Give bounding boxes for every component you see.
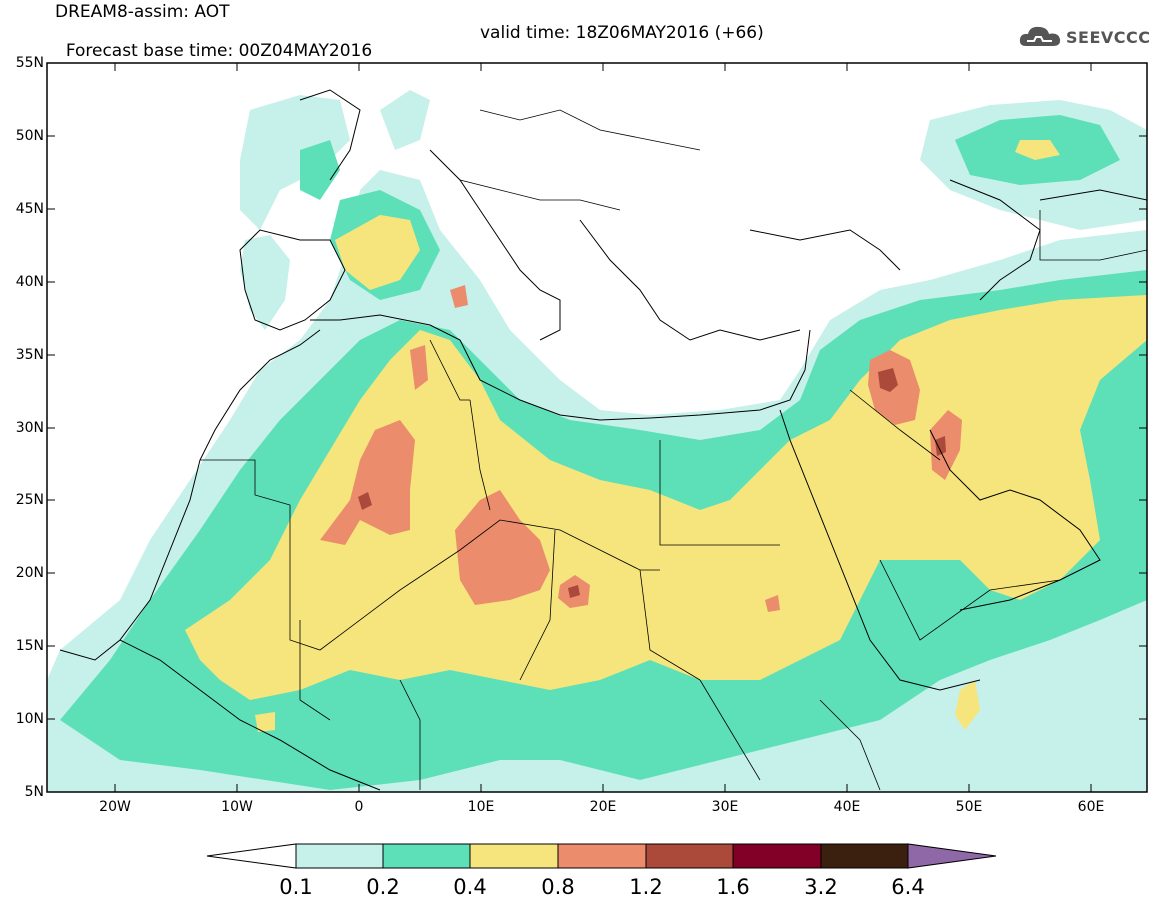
- lat-label-30n: 30N: [15, 420, 44, 436]
- colorbar-label-0-2: 0.2: [366, 875, 400, 899]
- aot-contour-0-8: [320, 285, 962, 612]
- colorbar-segment-2: [382, 843, 471, 869]
- lat-label-45n: 45N: [15, 201, 44, 217]
- colorbar-segment-below: [206, 843, 297, 869]
- colorbar-label-1-2: 1.2: [629, 875, 663, 899]
- colorbar-label-0-1: 0.1: [279, 875, 313, 899]
- lat-label-20n: 20N: [15, 565, 44, 581]
- colorbar-segment-above: [907, 843, 997, 869]
- map-title: DREAM8-assim: AOT: [55, 2, 230, 22]
- lat-label-10n: 10N: [15, 711, 44, 727]
- lon-label-20w: 20W: [99, 799, 131, 815]
- base-time: Forecast base time: 00Z04MAY2016: [65, 41, 373, 61]
- colorbar-segment-5: [645, 843, 734, 869]
- lon-label-60e: 60E: [1077, 799, 1105, 815]
- colorbar-label-0-8: 0.8: [541, 875, 575, 899]
- lat-label-15n: 15N: [15, 638, 44, 654]
- lat-label-5n: 5N: [24, 784, 44, 800]
- colorbar-label-0-4: 0.4: [453, 875, 487, 899]
- lon-label-30e: 30E: [711, 799, 739, 815]
- valid-time: valid time: 18Z06MAY2016 (+66): [480, 23, 764, 43]
- lat-label-40n: 40N: [15, 274, 44, 290]
- logo-text: SEEVCCC: [1066, 27, 1151, 47]
- forecast-times: Forecast base time: 00Z04MAY2016 valid t…: [55, 24, 764, 78]
- colorbar-label-6-4: 6.4: [891, 875, 925, 899]
- colorbar-segment-1: [295, 843, 384, 869]
- lon-label-0: 0: [354, 799, 364, 815]
- seevccc-logo: SEEVCCC: [1018, 22, 1151, 52]
- colorbar-segment-7: [820, 843, 909, 869]
- lat-label-55n: 55N: [15, 55, 44, 71]
- colorbar-segment-3: [469, 843, 559, 869]
- cloud-icon: [1019, 26, 1061, 46]
- colorbar-segment-6: [732, 843, 822, 869]
- aot-contour-1-2: [358, 368, 946, 598]
- colorbar: [206, 843, 997, 869]
- lon-label-10e: 10E: [467, 799, 495, 815]
- lon-label-50e: 50E: [955, 799, 983, 815]
- lat-label-35n: 35N: [15, 347, 44, 363]
- colorbar-segment-4: [557, 843, 647, 869]
- coastlines: [59, 89, 1147, 791]
- lat-label-25n: 25N: [15, 492, 44, 508]
- colorbar-label-3-2: 3.2: [804, 875, 838, 899]
- lon-label-20e: 20E: [589, 799, 617, 815]
- country-borders: [200, 109, 1147, 791]
- axis-ticks: [47, 62, 1147, 792]
- lon-label-10w: 10W: [221, 799, 253, 815]
- colorbar-label-1-6: 1.6: [716, 875, 750, 899]
- lat-label-50n: 50N: [15, 128, 44, 144]
- lon-label-40e: 40E: [833, 799, 861, 815]
